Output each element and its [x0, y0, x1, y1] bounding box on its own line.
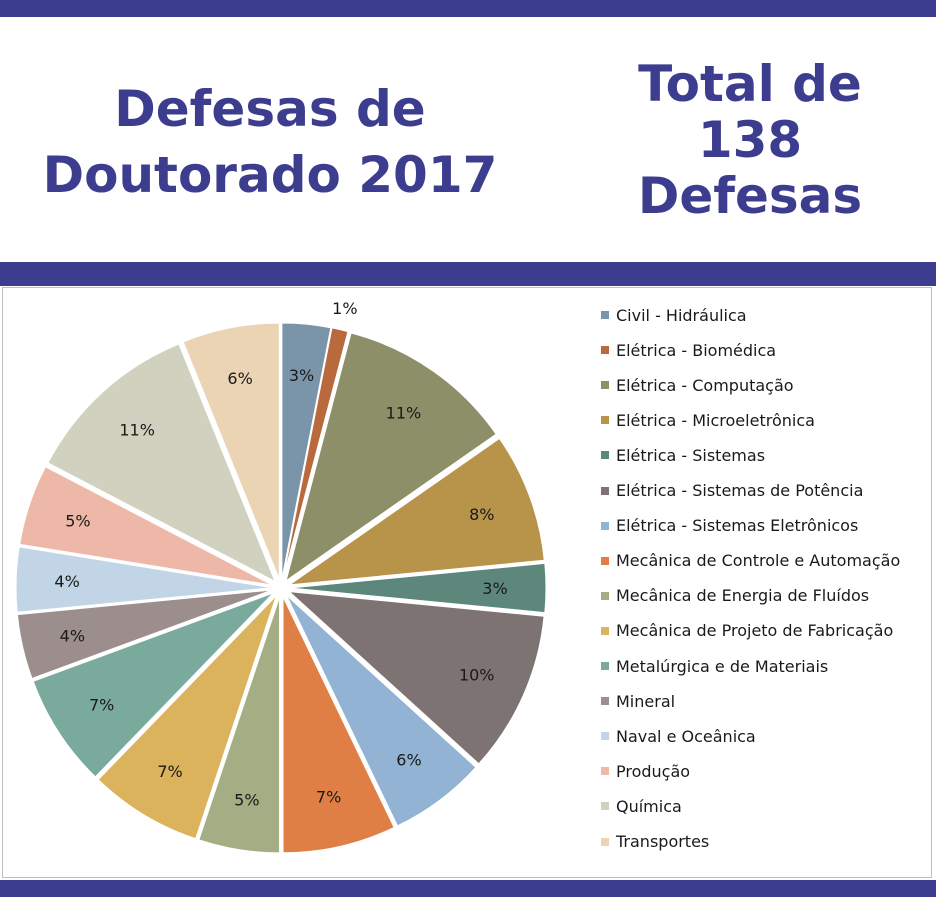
pie-slice — [97, 595, 277, 840]
legend-label: Metalúrgica e de Materiais — [616, 656, 829, 676]
legend-item: Mecânica de Energia de Fluídos — [601, 584, 869, 608]
legend-label: Mecânica de Energia de Fluídos — [616, 586, 870, 606]
chart-panel: 3% 1% 11% 8% 3% 10% 6% 7% 5% 7% 7% 4% 4% 5% 11% 6% — [2, 287, 932, 878]
slice-value-label: 5% — [65, 512, 90, 531]
top-banner-bar — [0, 0, 936, 17]
slice-value-label: 7% — [316, 788, 341, 807]
legend-swatch — [601, 767, 609, 776]
legend-item: Química — [601, 794, 682, 818]
pie-slice — [287, 437, 545, 586]
slice-value-label: 11% — [119, 421, 155, 440]
legend-item: Produção — [601, 759, 690, 783]
pie-slice — [182, 322, 280, 580]
slice-value-label: 7% — [89, 696, 114, 715]
legend-label: Elétrica - Computação — [616, 375, 794, 395]
slice-value-label: 5% — [234, 790, 259, 809]
legend-label: Transportes — [616, 832, 710, 851]
legend-swatch — [601, 732, 609, 741]
legend-item: Elétrica - Microeletrônica — [601, 408, 815, 432]
legend-label: Elétrica - Sistemas — [616, 445, 766, 465]
legend-label: Elétrica - Microeletrônica — [616, 410, 815, 430]
pie-slice — [19, 466, 273, 586]
slice-value-label: 6% — [227, 369, 252, 388]
legend-swatch — [601, 381, 609, 390]
slice-value-label: 8% — [469, 505, 494, 524]
legend-swatch — [601, 802, 609, 811]
legend-item: Naval e Oceânica — [601, 724, 756, 748]
pie-slice — [198, 596, 281, 854]
legend-item: Elétrica - Biomédica — [601, 338, 776, 362]
legend-swatch — [601, 416, 609, 425]
legend-item: Elétrica - Sistemas — [601, 443, 765, 467]
legend-item: Transportes — [601, 830, 709, 854]
pie-slice — [285, 594, 477, 827]
pie-slice — [282, 596, 395, 854]
legend-item: Metalúrgica e de Materiais — [601, 654, 828, 678]
slice-value-label: 4% — [54, 572, 79, 591]
slice-value-label: 10% — [459, 666, 495, 685]
slice-value-label: 1% — [332, 299, 357, 318]
legend-label: Química — [616, 796, 682, 816]
legend-swatch — [601, 311, 609, 319]
pie-slice — [282, 327, 349, 580]
legend-label: Elétrica - Biomédica — [616, 340, 777, 360]
pie-slice — [15, 546, 273, 613]
legend-swatch — [601, 662, 609, 670]
legend-swatch — [601, 451, 609, 460]
pie-slice — [287, 591, 545, 765]
legend-label: Mecânica de Projeto de Fabricação — [616, 621, 894, 641]
legend-item: Mecânica de Controle e Automação — [601, 549, 900, 573]
legend-item: Civil - Hidráulica — [601, 303, 747, 327]
pie-chart: 3% 1% 11% 8% 3% 10% 6% 7% 5% 7% 7% 4% 4% 5% 11% 6% — [15, 299, 547, 854]
legend-swatch — [601, 626, 609, 635]
legend-label: Naval e Oceânica — [616, 726, 756, 746]
pie-slice — [289, 562, 547, 614]
pie-slice — [32, 592, 274, 778]
legend-label: Mineral — [616, 691, 676, 711]
legend-swatch — [601, 591, 609, 600]
pie-slice — [285, 332, 497, 582]
legend-label: Civil - Hidráulica — [616, 305, 747, 325]
slice-value-label: 3% — [482, 579, 507, 598]
pie-slice — [47, 343, 276, 583]
legend-swatch — [601, 556, 609, 565]
legend-label: Produção — [616, 761, 691, 781]
legend-swatch — [601, 697, 609, 706]
slice-value-label: 6% — [396, 751, 421, 770]
slice-value-label: 4% — [60, 627, 85, 646]
legend-swatch — [601, 486, 609, 495]
page-title: Defesas de Doutorado 2017 — [42, 80, 498, 204]
slice-value-label: 3% — [289, 366, 314, 385]
slice-value-label: 7% — [157, 762, 182, 781]
legend-swatch — [601, 521, 609, 530]
legend-item: Mineral — [601, 689, 675, 713]
legend-label: Elétrica - Sistemas de Potência — [616, 481, 864, 500]
bottom-banner-bar — [0, 880, 936, 897]
legend-swatch — [601, 837, 609, 846]
middle-banner-bar — [0, 262, 936, 286]
legend-item: Mecânica de Projeto de Fabricação — [601, 619, 893, 643]
slice-value-label: 11% — [386, 403, 422, 422]
legend-item: Elétrica - Sistemas de Potência — [601, 479, 863, 503]
legend-label: Elétrica - Sistemas Eletrônicos — [616, 516, 859, 536]
total-defenses-text: Total de 138 Defesas — [637, 55, 863, 225]
legend-item: Elétrica - Computação — [601, 373, 794, 397]
pie-slice — [281, 322, 332, 580]
pie-slice — [16, 589, 273, 680]
legend-swatch — [601, 346, 609, 355]
legend-item: Elétrica - Sistemas Eletrônicos — [601, 514, 858, 538]
legend-label: Mecânica de Controle e Automação — [616, 551, 901, 571]
